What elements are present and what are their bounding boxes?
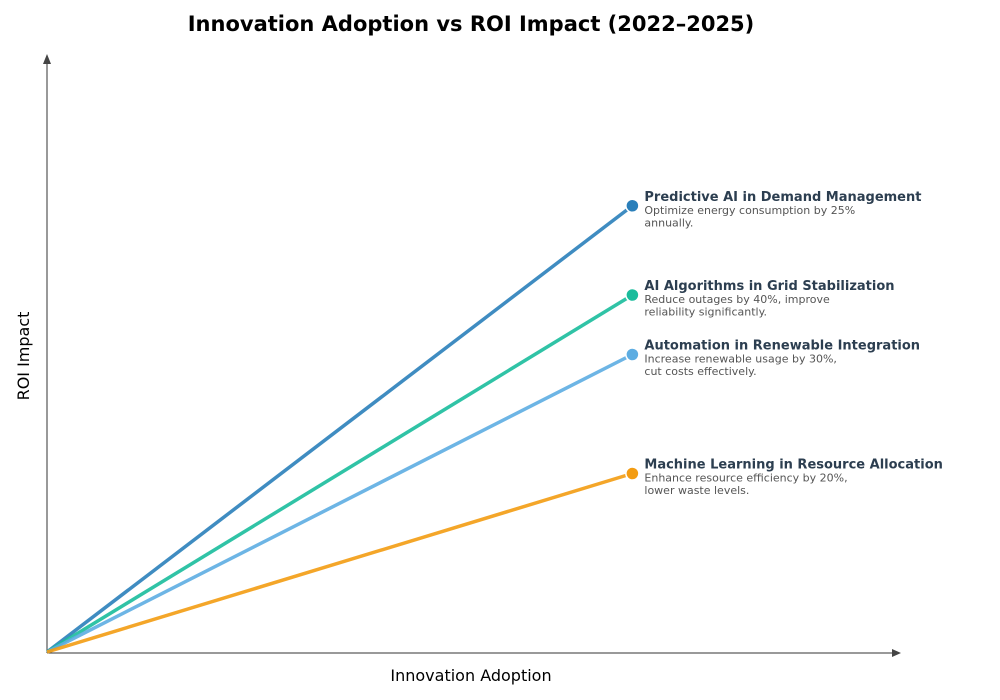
data-point: [625, 198, 640, 213]
point-label-desc: lower waste levels.: [644, 484, 749, 497]
point-label-title: Machine Learning in Resource Allocation: [644, 458, 943, 473]
series-line: [46, 352, 634, 654]
point-label-desc: annually.: [644, 216, 693, 229]
x-axis-arrow: [892, 649, 901, 657]
series-line: [45, 204, 634, 654]
x-axis-label: Innovation Adoption: [390, 666, 551, 685]
y-axis-label: ROI Impact: [14, 312, 33, 401]
data-point: [625, 347, 640, 362]
point-label-title: AI Algorithms in Grid Stabilization: [644, 279, 894, 294]
chart-title: Innovation Adoption vs ROI Impact (2022–…: [188, 12, 755, 36]
point-label-title: Predictive AI in Demand Management: [644, 190, 921, 205]
series-line: [46, 471, 633, 654]
series-3: Machine Learning in Resource AllocationE…: [46, 458, 943, 654]
point-label-desc: Optimize energy consumption by 25%: [644, 204, 855, 217]
point-label-title: Automation in Renewable Integration: [644, 339, 920, 354]
series-1: AI Algorithms in Grid StabilizationReduc…: [46, 279, 895, 654]
series-line: [46, 293, 634, 654]
point-label-desc: Increase renewable usage by 30%,: [644, 353, 837, 366]
series-0: Predictive AI in Demand ManagementOptimi…: [45, 190, 921, 654]
data-point: [625, 466, 640, 481]
point-label-desc: reliability significantly.: [644, 306, 767, 319]
y-axis-arrow: [43, 54, 51, 64]
data-point: [625, 287, 640, 303]
point-label-desc: Reduce outages by 40%, improve: [644, 293, 830, 306]
axes: [43, 54, 901, 657]
point-label-desc: Enhance resource efficiency by 20%,: [644, 472, 847, 485]
point-label-desc: cut costs effectively.: [644, 365, 756, 378]
series-2: Automation in Renewable IntegrationIncre…: [46, 339, 920, 654]
